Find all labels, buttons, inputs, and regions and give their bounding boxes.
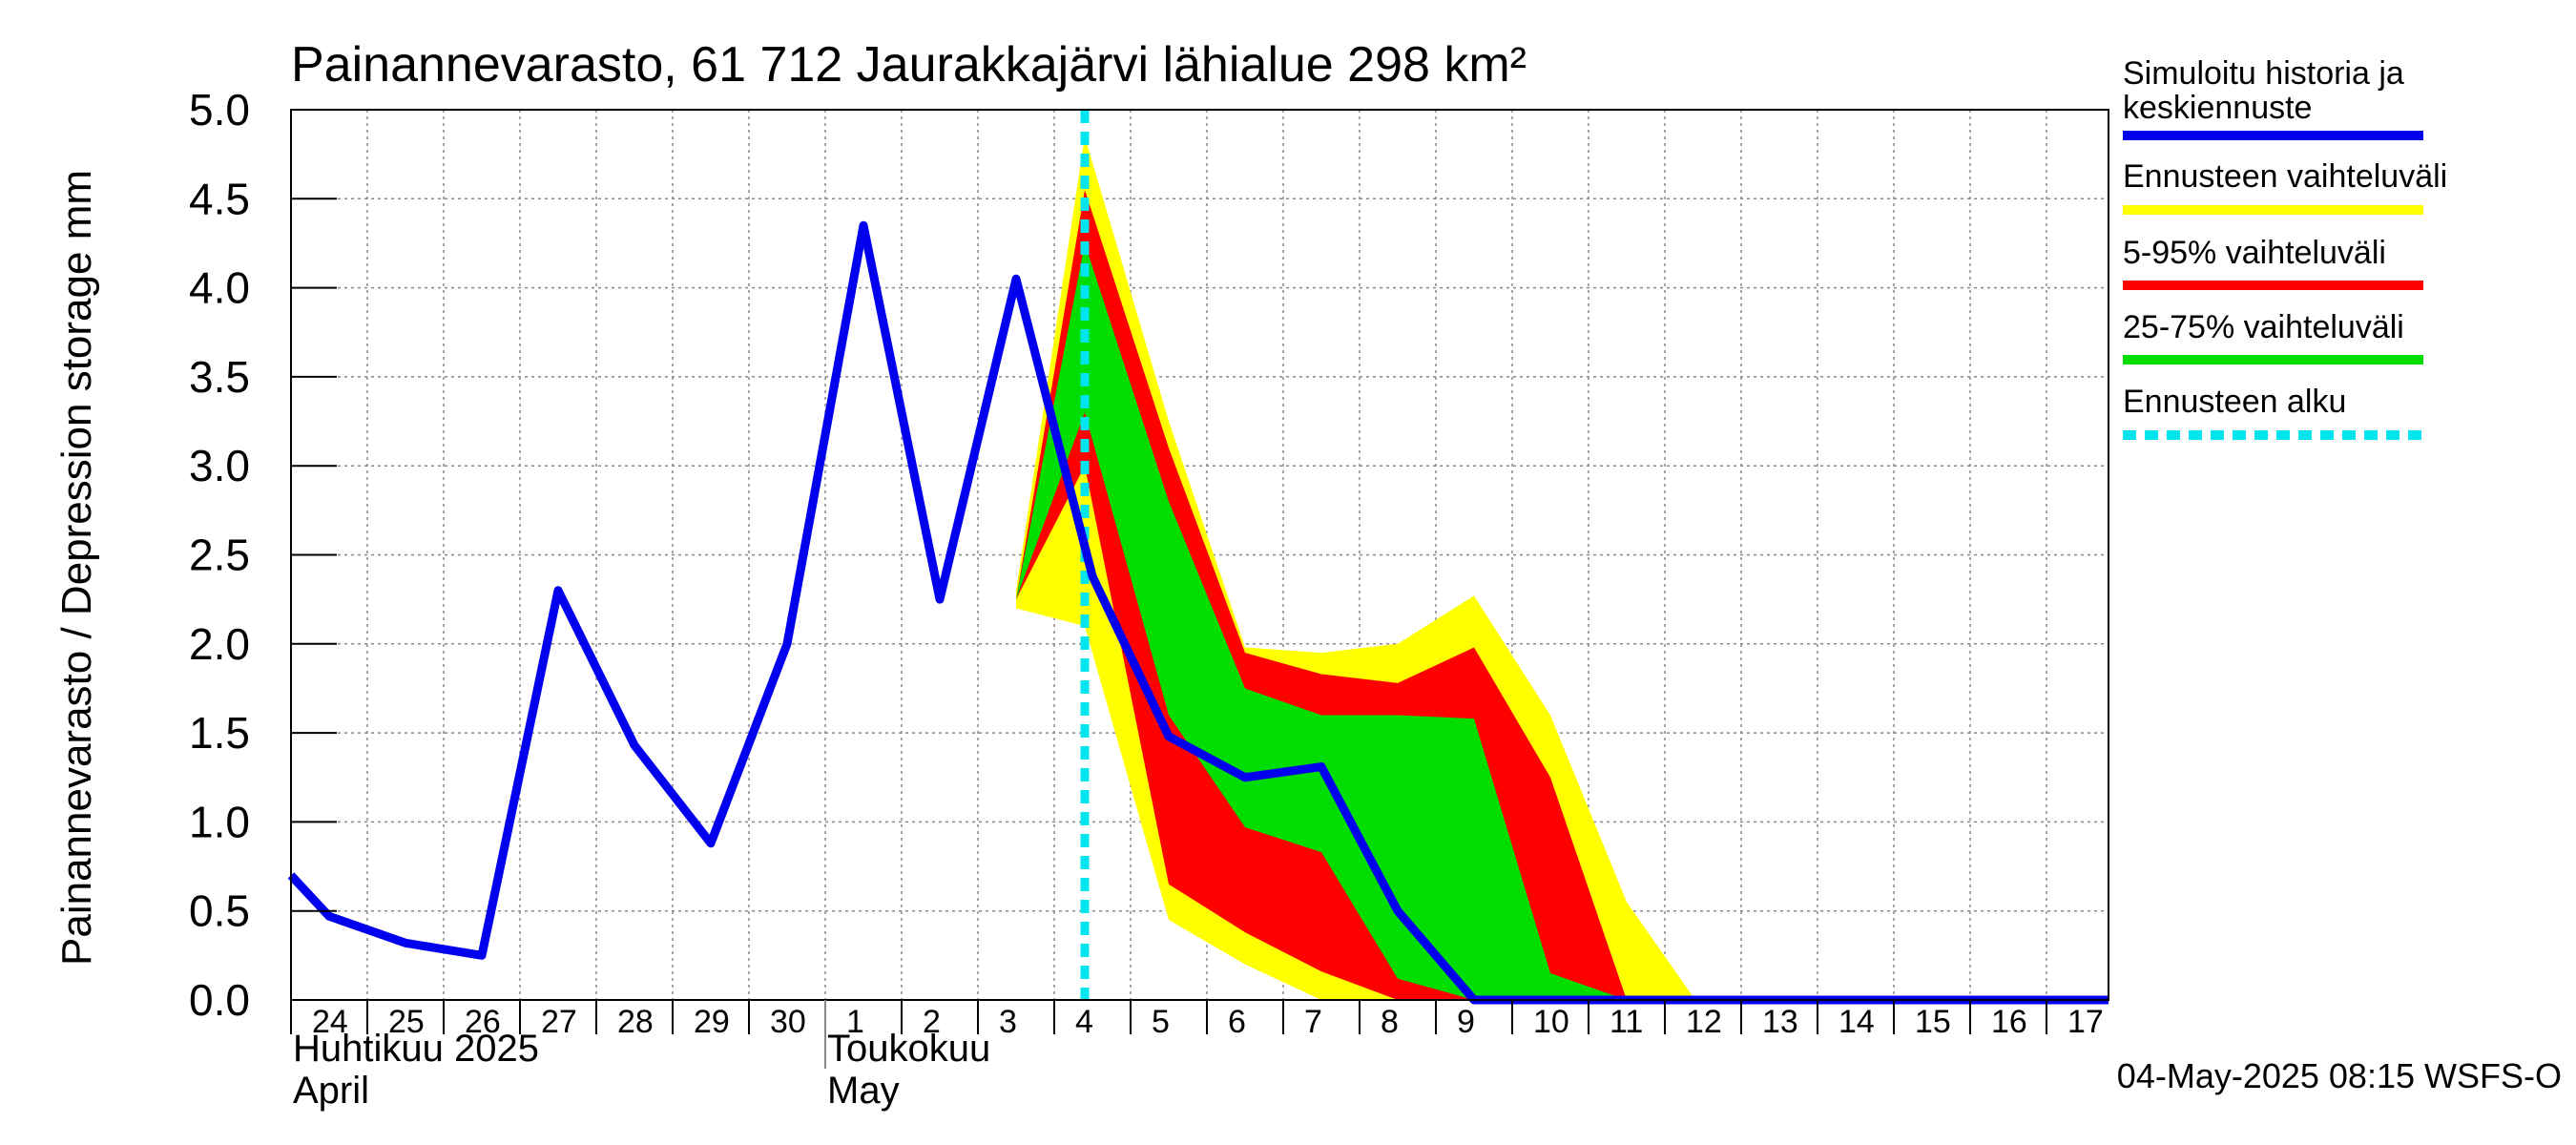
x-tick-label: 2 <box>923 1004 941 1040</box>
x-tick-label: 27 <box>541 1004 577 1040</box>
x-tick-label: 5 <box>1152 1004 1170 1040</box>
axis-ticks: 0.00.51.01.52.02.53.03.54.04.55.024 25 26 2… <box>189 85 2104 1112</box>
x-tick-label: 11 <box>1610 1004 1643 1040</box>
y-tick-label: 0.0 <box>189 975 250 1025</box>
y-tick-label: 4.5 <box>189 174 250 223</box>
x-tick-label: 30 <box>770 1004 806 1040</box>
timestamp-footer: 04-May-2025 08:15 WSFS-O <box>2117 1056 2562 1095</box>
series-lines <box>287 110 2109 1005</box>
month-label-fi: Toukokuu <box>827 1028 990 1070</box>
x-tick-label: 3 <box>999 1004 1017 1040</box>
chart-title: Painannevarasto, 61 712 Jaurakkajärvi lä… <box>291 37 1527 93</box>
simulated-history-line <box>287 220 2109 1005</box>
y-tick-label: 3.5 <box>189 352 250 402</box>
y-tick-label: 5.0 <box>189 85 250 135</box>
x-tick-label: 29 <box>694 1004 730 1040</box>
x-tick-label: 25 <box>388 1004 425 1040</box>
y-tick-label: 3.0 <box>189 441 250 490</box>
x-tick-label: 14 <box>1839 1004 1875 1040</box>
x-tick-label: 24 <box>312 1004 348 1040</box>
month-label-en: April <box>293 1070 369 1112</box>
x-tick-label: 10 <box>1533 1004 1569 1040</box>
legend: Simuloitu historia ja keskiennuste Ennuste… <box>2123 55 2447 440</box>
legend-label: 5-95% vaihteluväli <box>2123 235 2386 271</box>
forecast-bands <box>1016 135 1695 1001</box>
month-label-fi: Huhtikuu 2025 <box>293 1028 539 1070</box>
legend-label: 25-75% vaihteluväli <box>2123 309 2404 345</box>
green-band <box>1016 242 1627 1000</box>
y-tick-label: 1.5 <box>189 708 250 758</box>
y-axis-label: Painannevarasto / Depression storage mm <box>53 170 100 966</box>
x-tick-label: 12 <box>1686 1004 1722 1040</box>
x-tick-label: 4 <box>1075 1004 1093 1040</box>
x-tick-label: 15 <box>1915 1004 1951 1040</box>
y-tick-label: 1.0 <box>189 797 250 846</box>
y-tick-label: 0.5 <box>189 886 250 936</box>
x-tick-label: 13 <box>1762 1004 1798 1040</box>
x-tick-label: 9 <box>1457 1004 1475 1040</box>
legend-label: Ennusteen alku <box>2123 384 2346 420</box>
month-label-en: May <box>827 1070 900 1112</box>
y-tick-label: 2.0 <box>189 619 250 669</box>
x-tick-label: 16 <box>1991 1004 2027 1040</box>
x-tick-label: 26 <box>465 1004 501 1040</box>
legend-label: Simuloitu historia ja keskiennuste <box>2123 55 2404 126</box>
x-tick-label: 8 <box>1381 1004 1399 1040</box>
x-tick-label: 17 <box>2067 1004 2104 1040</box>
x-tick-label: 6 <box>1228 1004 1246 1040</box>
y-tick-label: 4.0 <box>189 263 250 313</box>
y-tick-label: 2.5 <box>189 531 250 580</box>
legend-label: Ennusteen vaihteluväli <box>2123 158 2447 195</box>
x-tick-label: 1 <box>846 1004 864 1040</box>
x-tick-label: 28 <box>617 1004 654 1040</box>
x-tick-label: 7 <box>1304 1004 1322 1040</box>
